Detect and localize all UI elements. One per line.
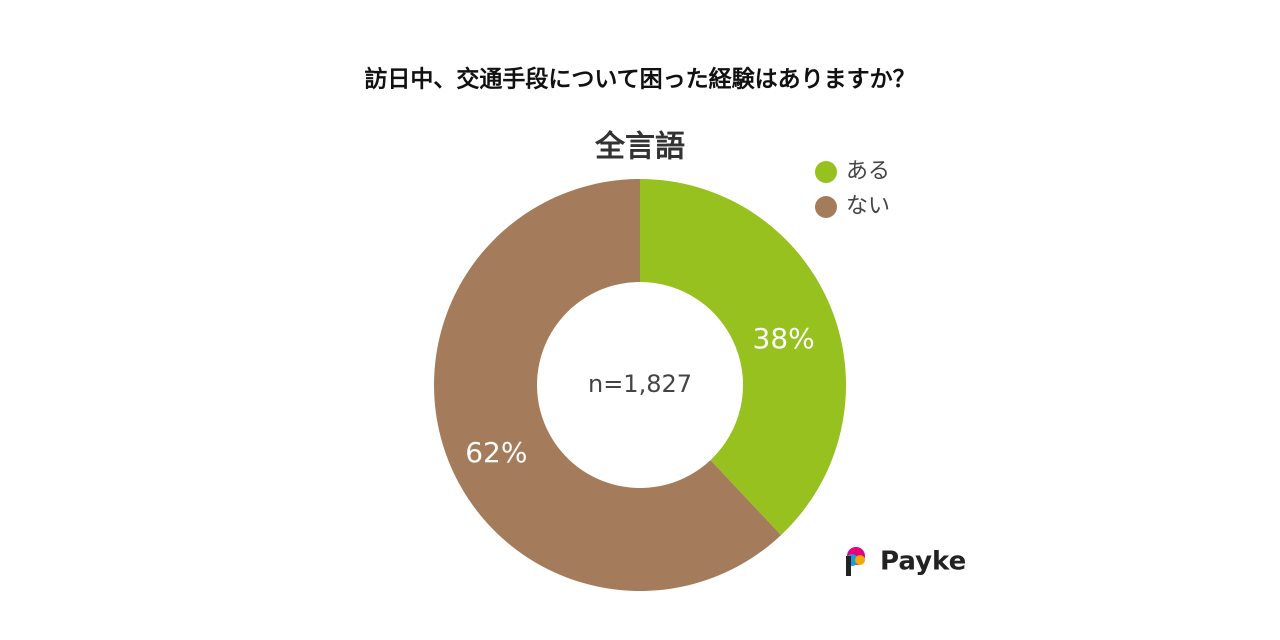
brand-logo: Payke [846,547,966,577]
logo-icon [855,555,865,565]
legend-swatch [815,161,837,183]
slice [434,179,782,592]
legend-label: ない [846,194,890,219]
legend-label: ある [846,159,890,184]
brand-name: Payke [880,547,966,577]
legend-swatch [815,196,837,218]
value-label: 38% [753,322,815,355]
value-label: 62% [465,436,527,469]
logo-icon [846,556,851,576]
slice [640,179,846,536]
chart-subtitle: 全言語 [594,130,685,165]
center-annotation: n=1,827 [588,370,692,398]
chart-title: 訪日中、交通手段について困った経験はありますか？ [364,66,915,93]
